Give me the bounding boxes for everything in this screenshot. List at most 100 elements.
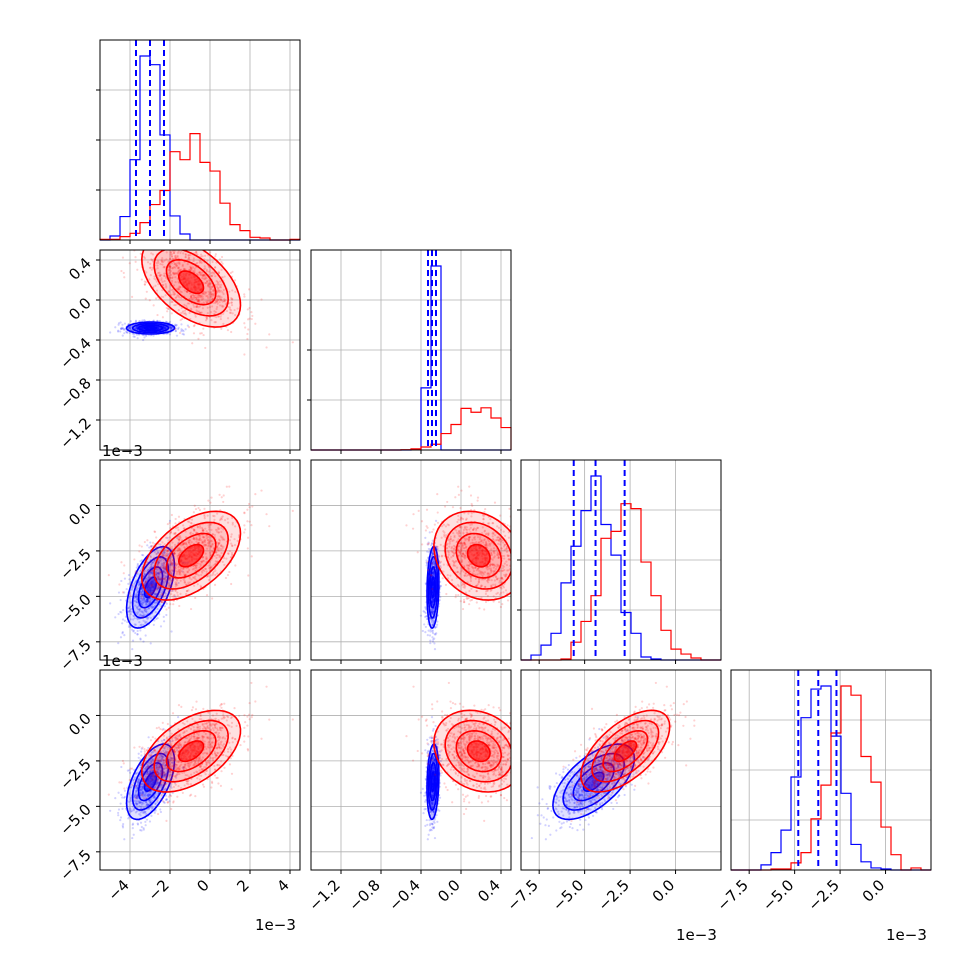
sample-point [211,289,215,292]
sample-point [234,525,237,528]
sample-point [175,262,178,265]
sample-point [177,528,180,532]
sample-point [193,269,196,273]
sample-point [130,588,134,591]
sample-point [174,272,177,275]
sample-point [156,326,160,329]
sample-point [168,320,172,323]
sample-point [219,548,223,551]
sample-point [230,551,234,554]
sample-point [203,543,206,546]
sample-point [151,605,155,608]
sample-point [218,541,221,545]
sample-point [190,578,193,581]
sample-point [469,599,472,602]
sample-point [430,564,434,567]
sample-point [169,564,172,567]
sample-point [432,598,435,601]
sample-point [202,327,205,330]
sample-point [157,576,160,579]
sample-point [188,258,191,261]
sample-point [121,334,124,337]
sample-point [161,263,164,266]
sample-point [121,632,124,635]
sample-point [179,573,182,576]
sample-point [178,286,182,289]
sample-point [150,585,153,588]
sample-point [141,589,144,592]
sample-point [202,536,206,539]
sample-point [174,567,177,570]
sample-point [207,499,210,502]
sample-point [224,576,228,580]
sample-point [168,325,172,328]
sample-point [163,326,166,329]
sample-point [140,593,143,596]
sample-point [167,585,170,589]
sample-point [215,297,218,300]
sample-point [439,596,442,599]
sample-point [164,320,168,323]
sample-point [139,596,142,599]
sample-point [431,600,434,603]
panel-0-0 [99,39,301,241]
sample-point [140,591,143,594]
sample-point [157,283,160,286]
sample-point [142,598,146,601]
sample-point [427,547,430,551]
sample-point [425,617,429,621]
sample-point [431,601,434,604]
sample-point [144,580,148,584]
sample-point [209,291,212,294]
sample-point [181,317,184,321]
sample-point [431,640,435,643]
sample-point [221,547,224,550]
histogram-step [521,503,721,661]
sample-point [191,532,195,536]
sample-point [154,610,157,614]
sample-point [140,590,143,594]
sample-point [231,298,234,301]
sample-point [196,300,199,304]
sample-point [211,274,214,277]
sample-point [439,585,442,588]
sample-point [204,240,206,242]
sample-point [147,575,150,578]
sample-point [516,541,518,543]
sample-point [163,327,167,330]
sample-point [219,544,223,547]
sample-point [213,533,216,537]
sample-point [166,549,170,552]
sample-point [160,258,163,262]
sample-point [174,589,177,592]
sample-point [153,559,156,562]
sample-point [134,570,137,573]
sample-point [172,565,176,568]
sample-point [425,561,429,565]
sample-point [123,327,127,331]
sample-point [174,272,177,275]
sample-point [424,536,427,539]
sample-point [183,546,186,549]
sample-point [175,296,178,299]
sample-point [196,299,199,302]
sample-point [142,601,145,604]
sample-point [190,298,194,301]
sample-point [147,576,150,580]
sample-point [149,592,152,595]
sample-point [501,603,504,606]
sample-point [431,553,434,556]
sample-point [140,545,143,548]
sample-point [142,338,145,342]
sample-point [166,582,170,585]
sample-point [168,276,171,279]
sample-point [431,574,434,577]
sample-point [236,539,239,542]
sample-point [243,322,246,325]
sample-point [218,539,222,542]
sample-point [128,327,131,330]
sample-point [143,608,146,612]
sample-point [188,256,191,260]
sample-point [428,531,431,534]
sample-point [217,526,220,530]
